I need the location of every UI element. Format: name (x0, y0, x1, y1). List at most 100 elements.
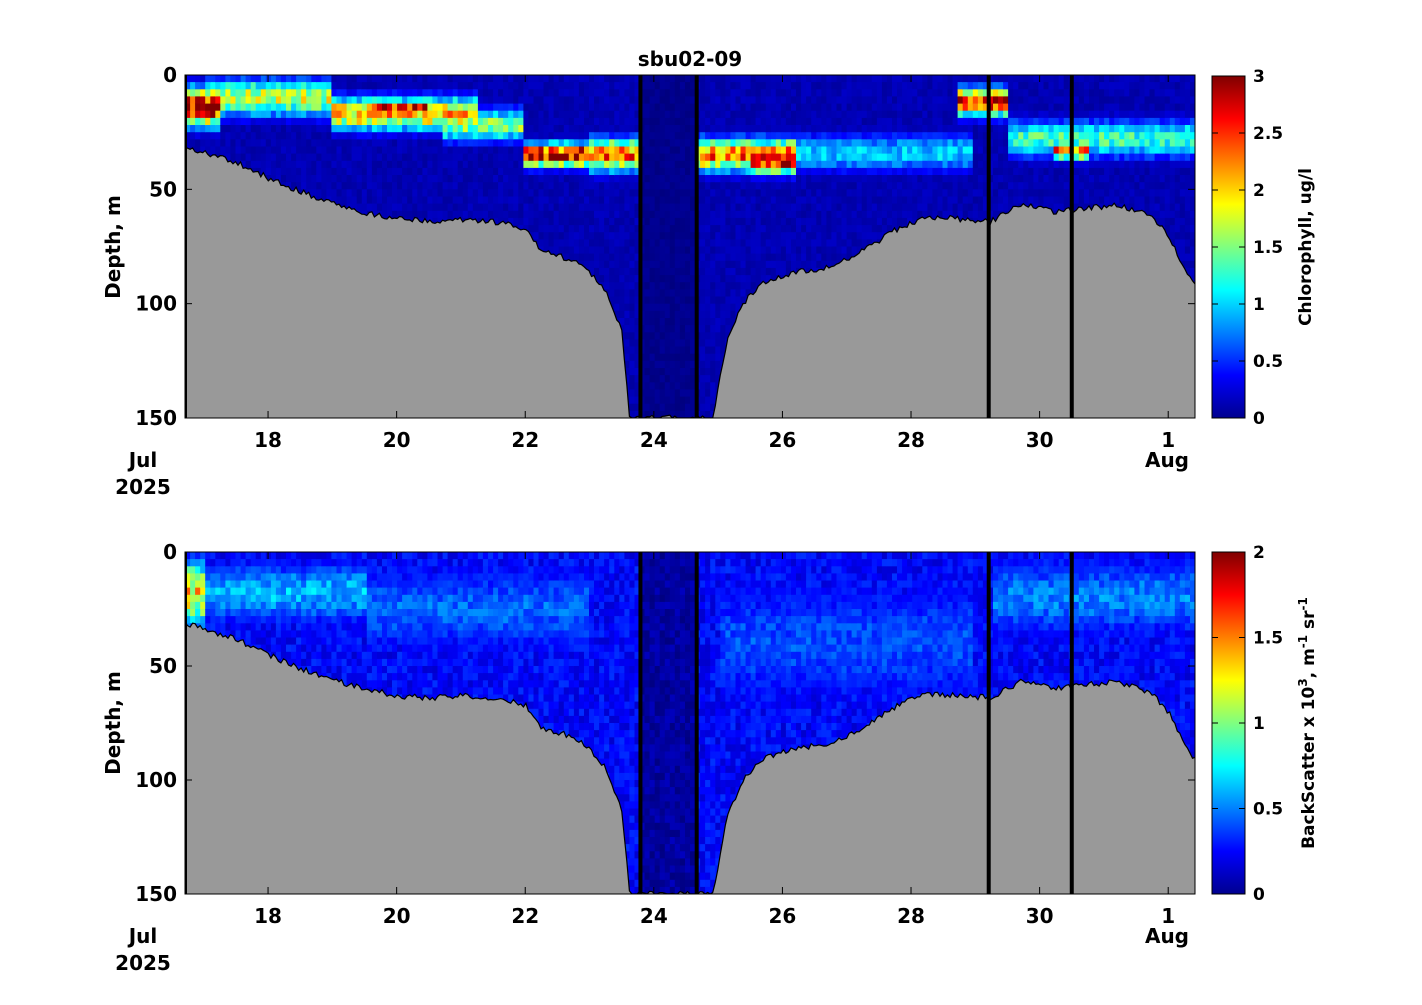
heatmap-cell (301, 175, 307, 183)
heatmap-cell (371, 110, 378, 119)
heatmap-cell (296, 103, 302, 112)
heatmap-cell (296, 153, 302, 162)
heatmap-cell (629, 396, 636, 405)
heatmap-cell (609, 96, 615, 105)
heatmap-cell (589, 182, 595, 190)
heatmap-cell (250, 89, 257, 98)
heatmap-cell (634, 303, 641, 312)
heatmap-cell (690, 217, 696, 226)
heatmap-cell (417, 139, 423, 148)
heatmap-cell (417, 117, 423, 126)
heatmap-cell (528, 203, 535, 212)
heatmap-cell (604, 96, 610, 105)
heatmap-cell (260, 167, 267, 176)
heatmap-cell (205, 103, 211, 112)
heatmap-cell (594, 232, 600, 240)
heatmap-cell (679, 182, 686, 190)
heatmap-cell (427, 132, 434, 140)
heatmap-cell (584, 117, 590, 126)
heatmap-cell (563, 89, 570, 98)
heatmap-cell (634, 410, 641, 418)
heatmap-cell (659, 89, 666, 98)
heatmap-cell (442, 146, 449, 155)
heatmap-cell (351, 89, 358, 98)
heatmap-cell (397, 160, 403, 169)
heatmap-cell (230, 153, 237, 162)
heatmap-cell (296, 182, 302, 190)
heatmap-cell (573, 160, 580, 169)
heatmap-cell (210, 125, 216, 133)
heatmap-cell (265, 103, 272, 112)
heatmap-cell (301, 75, 307, 83)
heatmap-cell (240, 96, 247, 105)
heatmap-cell (301, 182, 307, 190)
heatmap-cell (548, 153, 555, 162)
heatmap-cell (376, 189, 383, 198)
heatmap-cell (669, 360, 676, 369)
heatmap-cell (432, 89, 439, 98)
heatmap-cell (700, 368, 706, 376)
heatmap-cell (523, 153, 530, 162)
heatmap-cell (604, 282, 610, 290)
heatmap-cell (498, 103, 504, 112)
heatmap-cell (341, 117, 348, 126)
heatmap-cell (563, 246, 570, 255)
heatmap-cell (674, 253, 681, 262)
heatmap-cell (594, 110, 600, 119)
heatmap-cell (594, 260, 600, 269)
heatmap-cell (669, 325, 676, 333)
heatmap-cell (275, 75, 282, 83)
heatmap-cell (659, 117, 666, 126)
heatmap-cell (669, 196, 676, 205)
heatmap-cell (674, 346, 681, 355)
heatmap-cell (518, 217, 524, 226)
heatmap-cell (614, 175, 620, 183)
heatmap-cell (659, 253, 666, 262)
heatmap-cell (685, 260, 691, 269)
heatmap-cell (614, 210, 620, 219)
heatmap-cell (528, 160, 535, 169)
heatmap-cell (291, 103, 297, 112)
heatmap-cell (200, 146, 206, 155)
heatmap-cell (477, 125, 484, 133)
heatmap-cell (195, 125, 201, 133)
heatmap-cell (594, 217, 600, 226)
heatmap-cell (306, 125, 312, 133)
heatmap-cell (629, 182, 636, 190)
heatmap-cell (488, 117, 494, 126)
heatmap-cell (280, 167, 287, 176)
heatmap-cell (644, 296, 651, 305)
heatmap-cell (477, 75, 484, 83)
heatmap-cell (508, 82, 514, 90)
heatmap-cell (538, 189, 545, 198)
heatmap-cell (230, 125, 237, 133)
heatmap-cell (235, 75, 242, 83)
heatmap-cell (664, 96, 671, 105)
heatmap-cell (422, 117, 429, 126)
heatmap-cell (679, 332, 686, 341)
heatmap-cell (376, 196, 383, 205)
heatmap-cell (674, 246, 681, 255)
heatmap-cell (321, 167, 328, 176)
heatmap-cell (488, 139, 494, 148)
heatmap-cell (664, 260, 671, 269)
heatmap-cell (558, 203, 565, 212)
heatmap-cell (472, 189, 479, 198)
heatmap-cell (619, 175, 625, 183)
heatmap-cell (644, 139, 651, 148)
heatmap-cell (397, 203, 403, 212)
heatmap-cell (624, 267, 631, 276)
heatmap-cell (260, 153, 267, 162)
heatmap-cell (301, 110, 307, 119)
heatmap-cell (462, 210, 469, 219)
heatmap-cell (644, 289, 651, 298)
heatmap-cell (538, 82, 545, 90)
heatmap-cell (634, 167, 641, 176)
heatmap-cell (275, 110, 282, 119)
heatmap-cell (210, 75, 216, 83)
heatmap-cell (664, 289, 671, 298)
heatmap-cell (614, 310, 620, 319)
heatmap-cell (573, 182, 580, 190)
heatmap-cell (346, 125, 353, 133)
heatmap-cell (573, 239, 580, 248)
